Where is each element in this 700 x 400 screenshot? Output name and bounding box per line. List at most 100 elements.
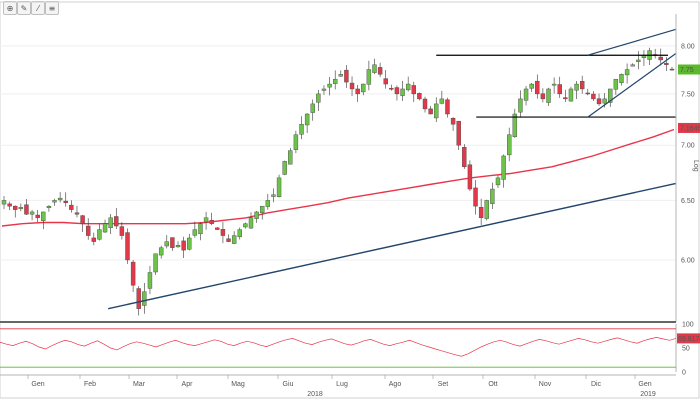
- x-month-label: Gen: [31, 381, 44, 388]
- candle-up: [282, 161, 287, 175]
- candle-down: [226, 238, 231, 242]
- fibonacci-icon: ≡: [48, 3, 56, 13]
- candle-down: [220, 229, 226, 236]
- price-axis: 8.00 7.50 7.00 6.50 6.00 Log 7.75 7.1646: [675, 14, 700, 322]
- candle-down: [63, 200, 68, 203]
- candle-up: [265, 200, 271, 207]
- candle-up: [187, 237, 192, 250]
- candle-up: [372, 64, 377, 73]
- candle-up: [332, 78, 338, 84]
- candle-down: [114, 216, 119, 227]
- candle-down: [69, 204, 74, 210]
- candle-down: [86, 225, 91, 236]
- candle-down: [355, 88, 360, 95]
- candle-down: [13, 205, 18, 210]
- x-month-label: Lug: [336, 381, 348, 388]
- wedge-lower-line: [587, 52, 677, 118]
- pencil-icon: ✎: [20, 3, 28, 13]
- trend-line-icon: ⁄: [37, 3, 39, 13]
- candle-up: [271, 194, 276, 197]
- y-axis-title: Log: [692, 160, 699, 172]
- osc-value-label-bg: [677, 333, 700, 344]
- candle-down: [74, 212, 80, 215]
- candle-up: [574, 83, 579, 91]
- candle-up: [400, 88, 405, 96]
- candle-up: [192, 229, 198, 236]
- candle-up: [501, 155, 506, 180]
- x-month-label: Nov: [539, 381, 552, 388]
- candle-up: [102, 223, 108, 233]
- wedge-upper-line: [587, 28, 677, 56]
- candle-down: [456, 120, 461, 146]
- candle-up: [338, 74, 344, 77]
- candle-up: [288, 150, 293, 165]
- candle-up: [529, 83, 534, 89]
- candle-up: [175, 245, 181, 248]
- candle-up: [299, 124, 304, 135]
- candle-down: [579, 81, 585, 90]
- candle-up: [254, 211, 259, 219]
- x-year-label: 2018: [307, 391, 323, 398]
- candle-down: [24, 204, 29, 215]
- candle-down: [7, 203, 12, 207]
- candle-down: [467, 164, 473, 190]
- candle-up: [304, 113, 310, 126]
- candle-down: [119, 226, 125, 236]
- candle-down: [125, 232, 130, 261]
- support-trendline: [108, 182, 677, 310]
- osc-tick-label: 100: [682, 322, 694, 329]
- candle-down: [428, 108, 433, 115]
- x-month-label: Gen: [638, 381, 651, 388]
- candle-down: [591, 93, 596, 100]
- osc-tick-label: 50: [682, 346, 690, 353]
- osc-tick-label: 0: [682, 370, 686, 377]
- candle-down: [450, 118, 456, 125]
- x-month-label: Mag: [231, 381, 245, 388]
- y-tick-label: 6.50: [681, 198, 695, 205]
- x-month-label: Ott: [488, 381, 497, 388]
- x-month-label: Set: [438, 381, 449, 388]
- candle-up: [18, 207, 24, 210]
- candle-up: [41, 211, 46, 221]
- price-label: 7.1646: [680, 125, 700, 132]
- candle-up: [434, 103, 439, 119]
- candle-down: [557, 84, 562, 95]
- candle-up: [158, 247, 164, 256]
- candle-down: [377, 67, 383, 75]
- candle-down: [422, 98, 428, 110]
- candle-up: [361, 83, 366, 93]
- drawing-layer: [108, 28, 677, 310]
- candle-down: [349, 82, 355, 90]
- candle-down: [130, 261, 136, 286]
- candle-up: [636, 59, 641, 62]
- candle-down: [181, 240, 186, 251]
- candle-up: [405, 83, 411, 91]
- x-month-label: Mar: [133, 381, 146, 388]
- candle-up: [153, 253, 158, 273]
- x-month-label: Ago: [389, 381, 402, 388]
- candle-down: [535, 80, 540, 95]
- candle-down: [540, 93, 546, 100]
- candle-up: [490, 188, 495, 204]
- moving-average-layer: [1, 128, 675, 227]
- candle-up: [439, 98, 445, 104]
- candle-up: [1, 200, 7, 205]
- x-month-label: Giu: [283, 381, 294, 388]
- candle-up: [293, 134, 299, 150]
- candle-down: [411, 85, 416, 95]
- oscillator-line: [0, 337, 677, 357]
- candle-up: [142, 291, 147, 306]
- price-label-bg: [678, 122, 700, 133]
- candle-down: [478, 207, 484, 218]
- price-label-bg: [678, 64, 700, 75]
- candle-down: [473, 187, 478, 207]
- candle-down: [669, 68, 675, 71]
- candle-up: [630, 64, 635, 67]
- candle-up: [546, 88, 551, 103]
- candle-down: [664, 62, 669, 65]
- candle-up: [551, 83, 557, 86]
- candle-up: [243, 223, 248, 228]
- candle-down: [35, 214, 40, 218]
